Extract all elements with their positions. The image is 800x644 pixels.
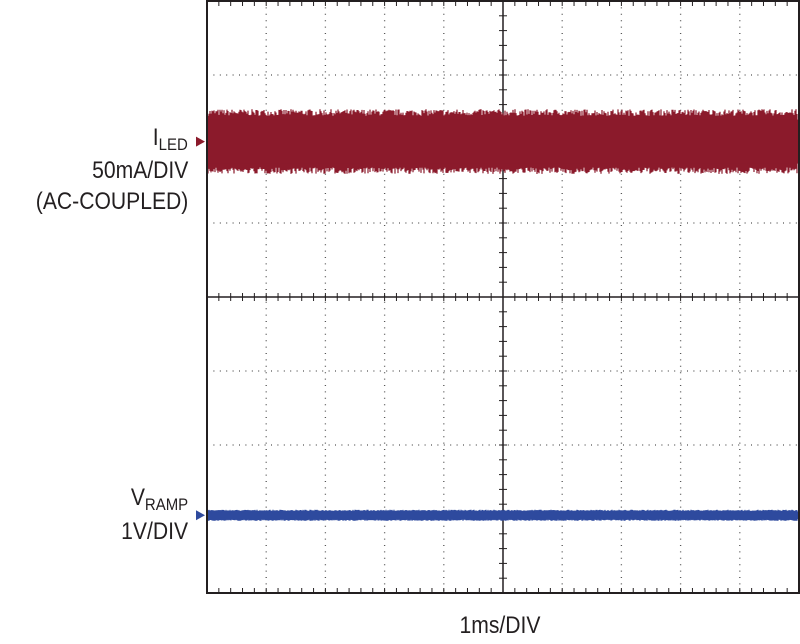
graticule — [207, 1, 799, 593]
vramp-subscript: RAMP — [144, 495, 188, 514]
iled-symbol: I — [153, 124, 159, 151]
trace-core-i-led — [208, 119, 798, 164]
plot-border — [206, 0, 800, 594]
channel-marker-i-led — [196, 136, 205, 147]
vramp-scale-label: 1V/DIV — [121, 518, 188, 545]
vramp-symbol: V — [130, 484, 145, 511]
vramp-label: VRAMP — [131, 484, 188, 519]
trace-core-v-ramp — [208, 511, 798, 520]
iled-label: ILED — [153, 124, 188, 159]
channel-markers — [196, 136, 205, 521]
iled-coupling-label: (AC-COUPLED) — [35, 188, 188, 215]
traces — [207, 109, 798, 521]
x-axis-label: 1ms/DIV — [459, 612, 541, 639]
iled-scale-label: 50mA/DIV — [91, 157, 188, 184]
iled-subscript: LED — [158, 135, 188, 154]
channel-marker-v-ramp — [196, 510, 205, 521]
